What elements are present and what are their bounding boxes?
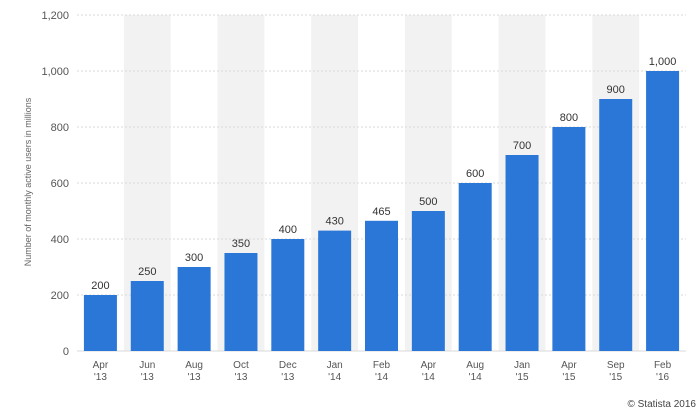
data-label: 600 [466,168,484,180]
bar [318,230,352,351]
bar [646,71,680,351]
bar [365,220,398,351]
bar [458,183,492,351]
bars [83,71,680,351]
x-tick-label: Aug '14 [466,360,484,383]
data-label: 400 [279,224,297,236]
bar [130,281,164,351]
x-tick-label: Dec '13 [279,360,297,383]
data-label: 465 [372,206,390,218]
y-tick-label: 200 [51,290,69,302]
y-tick-label: 1,000 [41,66,69,78]
data-label: 700 [513,140,531,152]
y-axis-ticks: 0 200 400 600 800 1,000 1,200 [41,10,69,358]
y-tick-label: 1,200 [41,10,69,22]
data-label: 1,000 [649,56,677,68]
bar [552,127,586,351]
data-label: 200 [91,280,109,292]
data-label: 300 [185,252,203,264]
data-label: 900 [607,84,625,96]
y-tick-label: 600 [51,178,69,190]
bar [599,99,633,351]
bar [224,253,258,351]
bar [271,239,305,351]
y-tick-label: 0 [63,346,69,358]
x-tick-label: Feb '16 [654,360,672,383]
y-tick-label: 400 [51,234,69,246]
bar [505,155,539,351]
bar [411,211,445,351]
data-label: 250 [138,266,156,278]
x-tick-label: Sep '15 [607,360,625,383]
data-label: 800 [560,112,578,124]
x-tick-label: Apr '15 [561,360,577,383]
bar [83,295,117,351]
data-label: 500 [419,196,437,208]
data-labels: 200 250 300 350 400 430 465 500 600 700 800 900 1,00… [91,56,676,292]
x-tick-label: Apr '14 [421,360,437,383]
y-tick-label: 800 [51,122,69,134]
source-credit: © Statista 2016 [627,399,696,410]
bar [177,267,211,351]
y-axis-label: Number of monthly active users in millio… [23,97,33,266]
data-label: 430 [325,216,343,228]
data-label: 350 [232,238,250,250]
x-axis-ticks: Apr '13 Jun '13 Aug '13 Oct '13 Dec '13 Jan '14 Feb '… [93,360,672,383]
x-tick-label: Feb '14 [373,360,391,383]
x-tick-label: Aug '13 [185,360,203,383]
x-tick-label: Apr '13 [93,360,109,383]
x-tick-label: Jan '15 [514,360,530,383]
x-tick-label: Jan '14 [327,360,343,383]
x-tick-label: Oct '13 [233,360,249,383]
x-tick-label: Jun '13 [139,360,155,383]
